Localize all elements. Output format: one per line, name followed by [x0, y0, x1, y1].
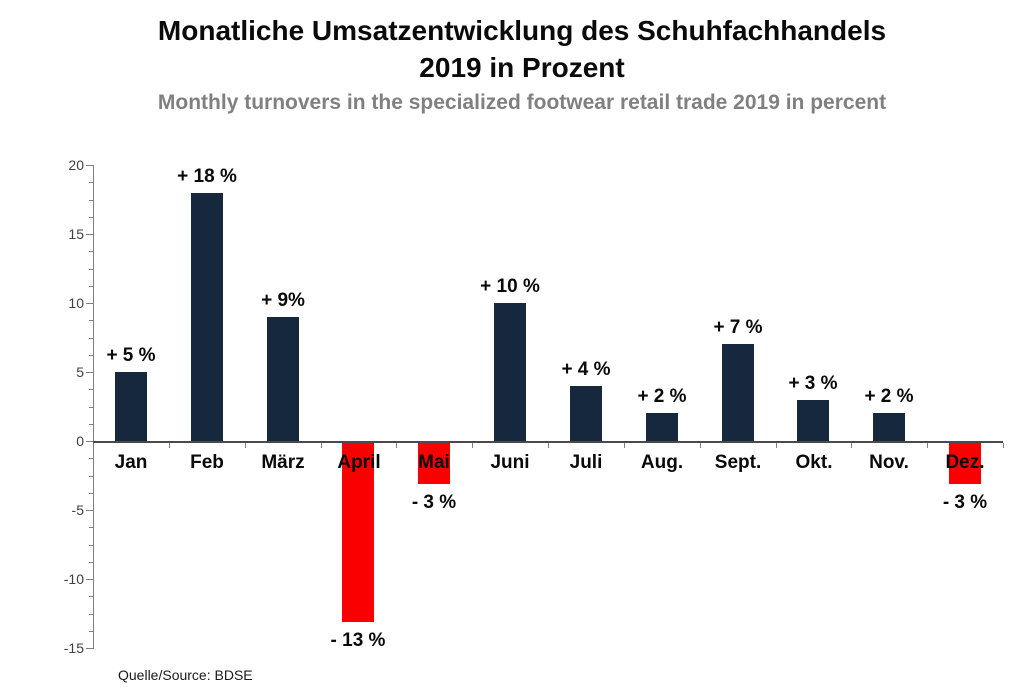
y-axis-major-tick — [86, 303, 94, 304]
y-axis-minor-tick — [89, 320, 94, 322]
x-axis-tick — [851, 443, 852, 448]
chart-title-line2: 2019 in Prozent — [419, 52, 625, 83]
x-axis-tick — [321, 443, 322, 448]
month-label-juni: Juni — [490, 452, 530, 473]
bar-feb — [191, 192, 223, 441]
value-label-aug: + 2 % — [637, 386, 687, 407]
chart-title-line1: Monatliche Umsatzentwicklung des Schuhfa… — [157, 15, 887, 46]
bar-okt — [797, 399, 829, 441]
value-label-nov: + 2 % — [864, 386, 914, 407]
value-label-okt: + 3 % — [788, 373, 838, 394]
y-axis-tick-label: 15 — [68, 226, 84, 242]
y-axis-minor-tick — [89, 389, 94, 391]
month-label-dez: Dez. — [945, 452, 985, 473]
y-axis-minor-tick — [89, 613, 94, 615]
bar-märz — [267, 316, 299, 441]
y-axis-minor-tick — [89, 561, 94, 563]
y-axis-minor-tick — [89, 630, 94, 632]
y-axis-major-tick — [86, 648, 94, 649]
y-axis-major-tick — [86, 579, 94, 580]
value-label-dez: - 3 % — [942, 492, 988, 513]
month-label-märz: März — [261, 452, 305, 473]
x-axis-tick — [245, 443, 246, 448]
y-axis-minor-tick — [89, 354, 94, 356]
bar-april — [342, 443, 374, 622]
x-axis-tick — [169, 443, 170, 448]
x-axis-tick — [624, 443, 625, 448]
x-axis-tick — [548, 443, 549, 448]
y-axis-minor-tick — [89, 216, 94, 218]
chart-subtitle: Monthly turnovers in the specialized foo… — [157, 91, 887, 114]
month-label-nov: Nov. — [869, 452, 909, 473]
month-label-juli: Juli — [569, 452, 603, 473]
y-axis-minor-tick — [89, 337, 94, 339]
y-axis-minor-tick — [89, 544, 94, 546]
y-axis-minor-tick — [89, 199, 94, 201]
month-label-jan: Jan — [114, 452, 148, 473]
value-label-märz: + 9% — [261, 290, 305, 311]
y-axis-tick-label: 10 — [68, 295, 84, 311]
y-axis-minor-tick — [89, 251, 94, 253]
bar-nov — [873, 413, 905, 442]
y-axis-minor-tick — [89, 492, 94, 494]
x-axis-tick — [927, 443, 928, 448]
y-axis-minor-tick — [89, 285, 94, 287]
month-label-feb: Feb — [190, 452, 224, 473]
y-axis-minor-tick — [89, 268, 94, 270]
y-axis-tick-label: -15 — [63, 640, 84, 656]
bar-dez — [949, 443, 981, 484]
y-axis-major-tick — [86, 372, 94, 373]
chart-title-block: Monatliche Umsatzentwicklung des Schuhfa… — [20, 12, 1024, 116]
bar-juli — [570, 385, 602, 441]
y-axis-major-tick — [86, 510, 94, 511]
value-label-juli: + 4 % — [561, 359, 611, 380]
y-axis-major-tick — [86, 234, 94, 235]
x-axis-tick — [472, 443, 473, 448]
y-axis-tick-label: 20 — [68, 157, 84, 173]
y-axis-tick-label: 0 — [76, 433, 84, 449]
month-label-april: April — [337, 452, 381, 473]
y-axis-tick-label: -10 — [63, 571, 84, 587]
month-label-sept: Sept. — [714, 452, 762, 473]
x-axis-zero-line — [93, 441, 1003, 443]
month-label-okt: Okt. — [795, 452, 833, 473]
month-label-aug: Aug. — [640, 452, 684, 473]
value-label-feb: + 18 % — [177, 166, 237, 187]
y-axis-minor-tick — [89, 527, 94, 529]
x-axis-tick — [396, 443, 397, 448]
month-label-mai: Mai — [418, 452, 450, 473]
y-axis-tick-label: 5 — [76, 364, 84, 380]
y-axis-major-tick — [86, 441, 94, 442]
y-axis-minor-tick — [89, 596, 94, 598]
y-axis-major-tick — [86, 165, 94, 166]
x-axis-tick — [1003, 443, 1004, 448]
x-axis-tick — [776, 443, 777, 448]
bar-mai — [418, 443, 450, 484]
value-label-jan: + 5 % — [106, 345, 156, 366]
x-axis-tick — [93, 443, 94, 448]
y-axis-minor-tick — [89, 458, 94, 460]
value-label-april: - 13 % — [330, 630, 386, 651]
bar-aug — [646, 413, 678, 442]
value-label-juni: + 10 % — [480, 276, 540, 297]
y-axis-tick-label: -5 — [71, 502, 84, 518]
x-axis-tick — [700, 443, 701, 448]
y-axis-minor-tick — [89, 423, 94, 425]
y-axis-minor-tick — [89, 475, 94, 477]
value-label-sept: + 7 % — [713, 317, 763, 338]
source-note: Quelle/Source: BDSE — [118, 667, 253, 683]
bar-sept — [722, 344, 754, 442]
y-axis-minor-tick — [89, 182, 94, 184]
bar-juni — [494, 303, 526, 441]
y-axis-minor-tick — [89, 406, 94, 408]
bar-jan — [115, 372, 147, 441]
value-label-mai: - 3 % — [411, 492, 457, 513]
